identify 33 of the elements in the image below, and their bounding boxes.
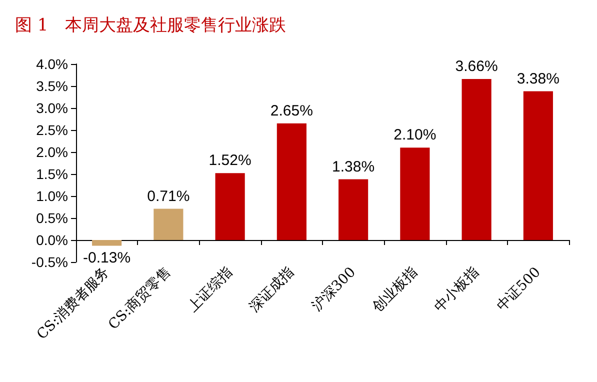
- data-label: 3.38%: [516, 70, 560, 88]
- y-tick-label: 1.5%: [36, 166, 68, 182]
- data-label: 1.52%: [208, 152, 252, 170]
- y-tick-label: -0.5%: [31, 254, 68, 270]
- y-tick-label: 4.0%: [36, 56, 68, 72]
- y-tick-label: 3.0%: [36, 100, 68, 116]
- y-tick-label: 2.5%: [36, 122, 68, 138]
- bar: [400, 148, 430, 240]
- x-tick-label: 中小板指: [431, 264, 482, 316]
- bar: [338, 179, 368, 240]
- x-tick-label: 中证500: [494, 264, 544, 314]
- data-label: 2.65%: [270, 102, 313, 120]
- y-tick-label: 3.5%: [36, 78, 68, 94]
- x-tick-label: 上证综指: [184, 264, 236, 316]
- data-label: 1.38%: [332, 158, 375, 176]
- bar: [215, 173, 245, 240]
- bar: [276, 123, 306, 240]
- y-tick-label: 0.5%: [36, 210, 68, 226]
- chart-title: 图 1 本周大盘及社服零售行业涨跌: [15, 16, 286, 36]
- bar: [92, 240, 122, 246]
- x-tick-label: 沪深300: [308, 264, 359, 314]
- bar: [523, 91, 553, 240]
- data-label: -0.13%: [83, 250, 131, 267]
- data-label: 0.71%: [147, 188, 190, 205]
- data-label: 3.66%: [455, 58, 498, 75]
- bar: [154, 208, 184, 240]
- bar: [462, 78, 492, 240]
- x-tick-label: 深证成指: [246, 264, 298, 316]
- x-tick-label: 创业板指: [370, 264, 421, 316]
- y-tick-label: 0.0%: [36, 232, 68, 248]
- y-tick-label: 2.0%: [36, 144, 68, 160]
- data-label: 2.10%: [394, 126, 436, 144]
- y-tick-label: 1.0%: [36, 188, 68, 204]
